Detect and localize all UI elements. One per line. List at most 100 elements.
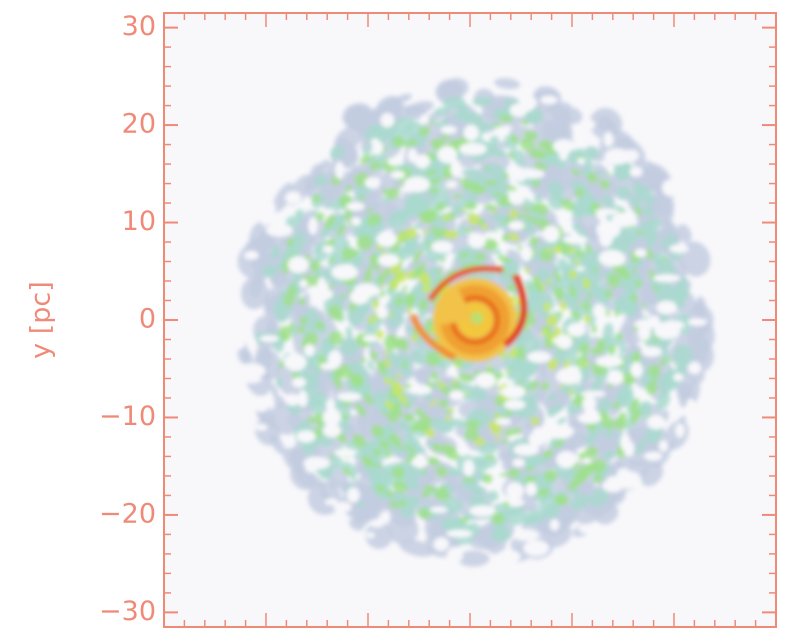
- gas-void: [350, 289, 369, 304]
- gas-void: [244, 251, 259, 260]
- gas-void: [404, 177, 430, 193]
- gas-void: [377, 306, 388, 319]
- gas-void: [463, 460, 474, 477]
- gas-void: [686, 398, 695, 416]
- gas-void: [335, 162, 344, 180]
- gas-void: [526, 482, 537, 496]
- gas-void: [624, 440, 635, 456]
- gas-void: [599, 230, 613, 247]
- gas-void: [662, 179, 680, 196]
- gas-void: [469, 505, 495, 516]
- gas-void: [408, 385, 432, 394]
- gas-void: [247, 342, 258, 352]
- gas-void: [634, 319, 662, 328]
- gas-void: [673, 373, 683, 381]
- gas-void: [595, 209, 619, 215]
- gas-void: [513, 529, 539, 541]
- gas-void: [523, 540, 549, 556]
- chart: −30−20−100102030 y [pc]: [0, 0, 787, 636]
- gas-void: [234, 340, 245, 349]
- gas-void: [476, 373, 496, 388]
- gas-void: [550, 519, 560, 531]
- gas-void: [255, 424, 268, 431]
- gas-void: [308, 217, 317, 235]
- gas-void: [446, 181, 457, 188]
- gas-void: [334, 449, 357, 456]
- gas-void: [323, 408, 341, 426]
- gas-void: [285, 191, 301, 204]
- y-tick-label: 30: [122, 11, 156, 42]
- gas-void: [267, 203, 276, 213]
- gas-void: [366, 532, 375, 538]
- gas-void: [578, 524, 602, 534]
- gas-void: [305, 458, 317, 473]
- gas-void: [347, 487, 360, 502]
- gas-void: [387, 157, 404, 166]
- y-axis-label: y [pc]: [26, 281, 57, 359]
- gas-void: [325, 499, 338, 506]
- gas-void: [299, 280, 308, 288]
- gas-void: [653, 274, 681, 282]
- gas-void: [378, 254, 400, 266]
- gas-void: [255, 398, 268, 412]
- gas-void: [337, 392, 362, 401]
- gas-void: [363, 335, 378, 342]
- gas-void: [644, 452, 662, 461]
- gas-void: [431, 241, 453, 253]
- gas-void: [411, 457, 428, 467]
- gas-void: [634, 249, 646, 257]
- gas-void: [285, 394, 300, 406]
- gas-void: [288, 256, 309, 273]
- gas-void: [556, 368, 582, 384]
- gas-void: [236, 376, 262, 384]
- gas-void: [441, 126, 457, 134]
- gas-void: [501, 385, 525, 398]
- gas-void: [656, 301, 676, 315]
- gas-void: [527, 351, 551, 363]
- y-tick-label: 10: [122, 206, 156, 237]
- gas-void: [508, 221, 524, 230]
- gas-void: [464, 125, 479, 141]
- gas-void: [497, 550, 521, 563]
- gas-void: [521, 246, 533, 261]
- gas-void: [688, 318, 707, 325]
- gas-void: [284, 353, 307, 370]
- gas-void: [595, 356, 623, 367]
- gas-void: [669, 245, 688, 253]
- gas-void: [661, 320, 685, 329]
- gas-void: [563, 235, 588, 244]
- y-tick-label: 20: [122, 109, 156, 140]
- gas-void: [659, 440, 669, 451]
- core-center: [471, 312, 483, 324]
- gas-void: [508, 191, 524, 205]
- gas-void: [495, 418, 511, 425]
- gas-void: [451, 159, 462, 177]
- gas-void: [675, 423, 684, 437]
- gas-void: [519, 168, 537, 176]
- gas-void: [430, 507, 448, 513]
- gas-void: [447, 547, 463, 563]
- gas-void: [547, 424, 574, 438]
- gas-void: [599, 250, 625, 266]
- gas-void: [312, 289, 333, 301]
- gas-void: [459, 143, 487, 155]
- gas-void: [688, 362, 701, 375]
- gas-void: [543, 226, 560, 243]
- gas-void: [331, 264, 358, 280]
- y-tick-label: −10: [99, 401, 156, 432]
- gas-void: [446, 530, 473, 538]
- gas-clump: [387, 310, 404, 328]
- gas-void: [323, 245, 333, 253]
- gas-void: [372, 141, 383, 155]
- gas-void: [504, 400, 526, 410]
- gas-void: [391, 171, 406, 179]
- gas-void: [376, 232, 397, 247]
- gas-void: [585, 120, 595, 129]
- gas-void: [346, 202, 364, 211]
- gas-void: [584, 409, 595, 417]
- gas-void: [630, 362, 642, 378]
- y-tick-label: 0: [139, 304, 156, 335]
- gas-void: [365, 177, 381, 188]
- gas-void: [556, 451, 576, 468]
- gas-void: [369, 519, 384, 527]
